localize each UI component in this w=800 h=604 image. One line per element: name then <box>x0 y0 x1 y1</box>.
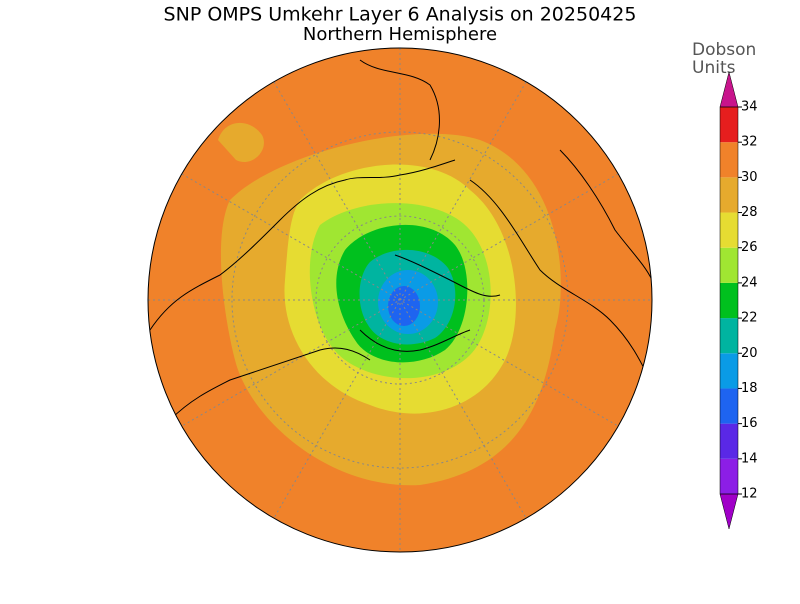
colorbar-segment <box>720 142 738 178</box>
colorbar-label: Units <box>692 58 736 78</box>
colorbar-tick-label: 26 <box>741 240 758 255</box>
colorbar-segment <box>720 423 738 459</box>
colorbar-tick-label: 16 <box>741 416 758 431</box>
subtitle: Northern Hemisphere <box>303 24 497 45</box>
colorbar-tick-label: 12 <box>741 487 758 502</box>
map-border <box>147 47 653 553</box>
field-level <box>218 122 264 162</box>
colorbar-tick-label: 14 <box>741 451 758 466</box>
map <box>148 48 652 552</box>
colorbar-tick-label: 24 <box>741 275 758 290</box>
colorbar: 12 14 16 18 20 22 24 26 28 30 32 34 <box>719 71 758 530</box>
colorbar-tick-label: 32 <box>741 135 758 150</box>
colorbar-segment <box>720 388 738 424</box>
colorbar-segment <box>720 282 738 319</box>
colorbar-tick-label: 28 <box>741 205 758 220</box>
colorbar-segment <box>720 247 738 283</box>
colorbar-under <box>719 493 739 530</box>
colorbar-segment <box>720 318 738 354</box>
colorbar-label: Dobson <box>692 40 756 60</box>
colorbar-tick-label: 18 <box>741 381 758 396</box>
colorbar-segment <box>720 107 738 143</box>
colorbar-tick-label: 30 <box>741 170 758 185</box>
graticule <box>148 48 652 552</box>
colorbar-segment <box>720 353 738 389</box>
field-level <box>388 286 420 326</box>
colorbar-tick-label: 22 <box>741 311 758 326</box>
colorbar-segment <box>720 458 738 494</box>
colorbar-tick-label: 20 <box>741 346 758 361</box>
colorbar-segment <box>720 177 738 213</box>
colorbar-tick-label: 34 <box>741 100 758 115</box>
colorbar-segment <box>720 212 738 248</box>
colorbar-frame <box>719 106 739 495</box>
coastlines <box>149 59 652 421</box>
title: SNP OMPS Umkehr Layer 6 Analysis on 2025… <box>164 4 637 26</box>
